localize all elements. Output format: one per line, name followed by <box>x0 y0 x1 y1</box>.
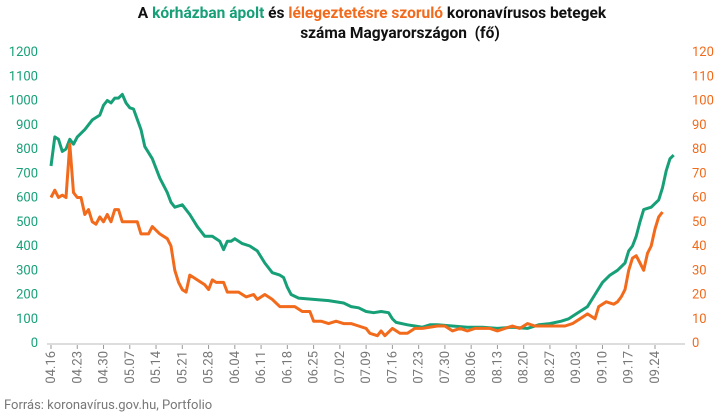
x-tick-label: 08.27 <box>543 351 558 384</box>
y2-tick-label: 120 <box>692 45 714 60</box>
y-tick-label: 100 <box>16 312 38 327</box>
x-tick-label: 07.16 <box>385 351 400 384</box>
y2-tick-label: 80 <box>692 142 707 157</box>
x-tick-label: 07.23 <box>412 351 427 384</box>
line-1 <box>49 142 664 338</box>
x-tick-label: 04.23 <box>70 351 85 384</box>
title-part: és <box>264 4 288 22</box>
x-tick-label: 05.21 <box>175 351 190 384</box>
y2-tick-label: 30 <box>692 263 707 278</box>
x-tick-label: 04.30 <box>97 351 112 384</box>
source: Forrás: koronavírus.gov.hu, Portfolio <box>4 398 212 413</box>
y2-tick-label: 110 <box>692 69 714 84</box>
chart-title: A kórházban ápolt és lélegeztetésre szor… <box>138 4 607 22</box>
y-tick-label: 0 <box>31 336 38 351</box>
x-tick-label: 09.03 <box>569 351 584 384</box>
y-tick-label: 400 <box>16 239 38 254</box>
y2-tick-label: 90 <box>692 118 707 133</box>
x-tick-label: 06.25 <box>307 351 322 384</box>
x-tick-label: 07.09 <box>359 351 374 384</box>
chart-title: száma Magyarországon (fő) <box>300 24 500 42</box>
x-tick-label: 08.20 <box>517 351 532 384</box>
x-tick-label: 08.06 <box>464 351 479 384</box>
x-tick-label: 09.17 <box>622 351 637 384</box>
y2-tick-label: 20 <box>692 288 707 303</box>
title-part: lélegeztetésre szoruló <box>288 4 443 22</box>
x-tick-label: 06.04 <box>228 350 243 383</box>
x-tick-label: 05.07 <box>123 351 138 384</box>
y-tick-label: 200 <box>16 288 38 303</box>
x-tick-label: 07.30 <box>438 351 453 384</box>
y2-tick-label: 50 <box>692 215 707 230</box>
y-tick-label: 1000 <box>9 94 38 109</box>
x-tick-label: 05.14 <box>149 350 164 383</box>
y2-tick-label: 40 <box>692 239 707 254</box>
title-part: koronavírusos betegek <box>443 4 607 22</box>
x-tick-label: 04.16 <box>44 351 59 384</box>
y2-tick-label: 0 <box>692 336 699 351</box>
y-tick-label: 500 <box>16 215 38 230</box>
y-tick-label: 1100 <box>9 69 38 84</box>
y2-tick-label: 60 <box>692 191 707 206</box>
x-tick-label: 08.13 <box>490 351 505 384</box>
y-tick-label: 800 <box>16 142 38 157</box>
x-tick-label: 09.24 <box>648 350 663 383</box>
x-tick-label: 05.28 <box>202 351 217 384</box>
title-part: A <box>138 4 152 22</box>
y-tick-label: 1200 <box>9 45 38 60</box>
y2-tick-label: 10 <box>692 312 707 327</box>
x-tick-label: 06.11 <box>254 351 269 384</box>
title-part: kórházban ápolt <box>152 4 264 22</box>
y-tick-label: 900 <box>16 118 38 133</box>
y2-tick-label: 70 <box>692 166 707 181</box>
x-tick-label: 06.18 <box>280 351 295 384</box>
x-tick-label: 07.02 <box>333 351 348 384</box>
y-tick-label: 700 <box>16 166 38 181</box>
y2-tick-label: 100 <box>692 94 714 109</box>
line-0 <box>49 92 675 330</box>
y-tick-label: 300 <box>16 263 38 278</box>
y-tick-label: 600 <box>16 191 38 206</box>
x-tick-label: 09.10 <box>595 351 610 384</box>
